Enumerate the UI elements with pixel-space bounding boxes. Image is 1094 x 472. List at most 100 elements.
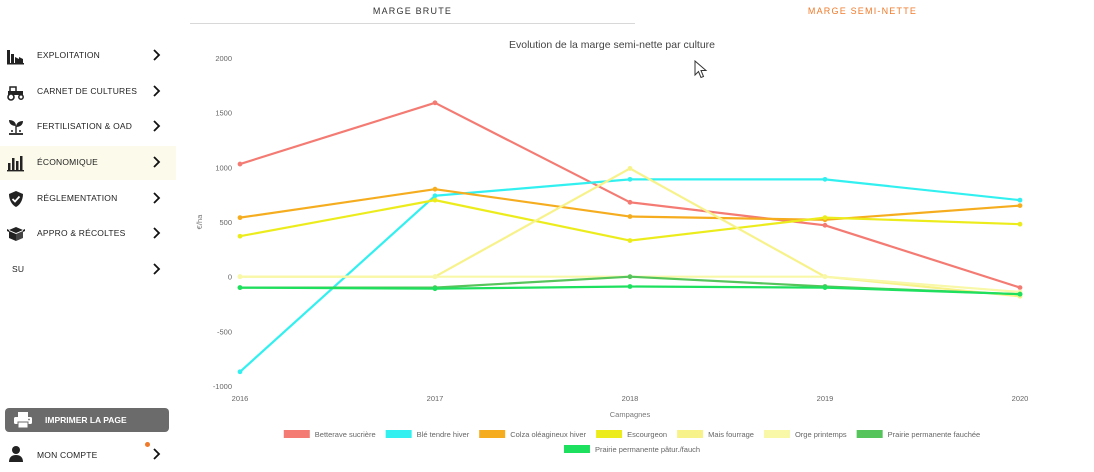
data-point[interactable] xyxy=(627,199,633,205)
data-point[interactable] xyxy=(822,285,828,290)
series-line xyxy=(239,199,1021,242)
data-point[interactable] xyxy=(237,369,243,375)
legend-swatch xyxy=(596,430,623,438)
legend-swatch xyxy=(479,430,506,438)
x-tick-label: 2017 xyxy=(427,394,444,403)
y-axis: 2000 1500 1000 500 0 -500 -1000 xyxy=(213,54,232,391)
legend-swatch xyxy=(283,430,310,438)
y-tick-label: 500 xyxy=(219,218,232,227)
tractor-icon xyxy=(7,86,24,101)
sidebar-item-label: FERTILISATION & OAD xyxy=(37,121,133,131)
sidebar-item-label: ÉCONOMIQUE xyxy=(37,157,99,167)
print-page-label: IMPRIMER LA PAGE xyxy=(45,415,127,425)
data-point[interactable] xyxy=(1017,221,1023,227)
data-point[interactable] xyxy=(1017,203,1023,209)
x-axis: 2016 2017 2018 2019 2020 xyxy=(232,394,1029,403)
data-point[interactable] xyxy=(627,214,633,219)
sidebar-item-carnet-de-cultures[interactable]: CARNET DE CULTURES xyxy=(0,75,176,109)
legend-item[interactable]: Escourgeon xyxy=(596,430,667,439)
boxes-icon xyxy=(7,227,25,241)
y-tick-label: 1000 xyxy=(215,163,232,172)
printer-icon xyxy=(14,412,32,429)
print-page-button[interactable]: IMPRIMER LA PAGE xyxy=(5,408,169,432)
tab-marge-semi-nette[interactable]: MARGE SEMI-NETTE xyxy=(807,6,918,16)
data-point[interactable] xyxy=(627,274,633,280)
x-tick-label: 2019 xyxy=(817,394,834,403)
y-tick-label: 0 xyxy=(228,273,232,282)
data-point[interactable] xyxy=(432,186,438,192)
legend-item[interactable]: Blé tendre hiver xyxy=(385,430,470,439)
legend-label: Betterave sucrière xyxy=(315,430,376,439)
chevron-right-icon xyxy=(153,120,161,132)
data-point[interactable] xyxy=(822,176,828,182)
sidebar-item-fertilisation[interactable]: FERTILISATION & OAD xyxy=(0,110,176,144)
sidebar-item-economique[interactable]: ÉCONOMIQUE xyxy=(0,146,176,180)
sidebar-item-label: CARNET DE CULTURES xyxy=(37,86,138,96)
plot-area xyxy=(237,100,1023,375)
data-point[interactable] xyxy=(1017,197,1023,203)
legend-item[interactable]: Betterave sucrière xyxy=(283,430,376,439)
legend-item[interactable]: Prairie permanente pâtur./fauch xyxy=(563,445,700,454)
legend-label: Blé tendre hiver xyxy=(417,430,470,439)
legend-item[interactable]: Colza oléagineux hiver xyxy=(479,430,587,439)
mouse-cursor-icon xyxy=(694,60,708,79)
y-axis-label: €/ha xyxy=(195,214,204,229)
data-point[interactable] xyxy=(237,285,243,290)
data-point[interactable] xyxy=(237,161,243,167)
data-point[interactable] xyxy=(822,274,828,280)
chevron-right-icon xyxy=(153,448,161,460)
legend-label: Prairie permanente fauchée xyxy=(888,430,981,439)
y-tick-label: 2000 xyxy=(215,54,232,63)
chevron-right-icon xyxy=(153,156,161,168)
chart-title: Evolution de la marge semi-nette par cul… xyxy=(509,39,715,51)
chevron-right-icon xyxy=(153,227,161,239)
legend-swatch xyxy=(385,430,412,438)
data-point[interactable] xyxy=(627,166,633,171)
sidebar-item-su[interactable]: SU xyxy=(0,253,176,287)
legend-swatch xyxy=(856,430,883,438)
data-point[interactable] xyxy=(237,233,243,239)
chevron-right-icon xyxy=(153,85,161,97)
data-point[interactable] xyxy=(432,274,438,280)
sidebar-item-appro-recoltes[interactable]: APPRO & RÉCOLTES xyxy=(0,217,176,251)
legend-label: Mais fourrage xyxy=(708,430,754,439)
legend-item[interactable]: Mais fourrage xyxy=(677,430,754,439)
data-point[interactable] xyxy=(1017,291,1023,297)
data-point[interactable] xyxy=(432,197,438,203)
data-point[interactable] xyxy=(627,238,633,243)
sidebar-item-exploitation[interactable]: EXPLOITATION xyxy=(0,39,176,73)
legend-item[interactable]: Orge printemps xyxy=(763,430,847,439)
data-point[interactable] xyxy=(627,284,633,289)
x-tick-label: 2018 xyxy=(622,394,639,403)
legend-item[interactable]: Prairie permanente fauchée xyxy=(856,430,981,439)
data-point[interactable] xyxy=(822,215,828,221)
data-point[interactable] xyxy=(432,100,438,106)
sidebar-item-label: APPRO & RÉCOLTES xyxy=(37,228,126,238)
data-point[interactable] xyxy=(822,222,828,228)
data-point[interactable] xyxy=(432,286,438,292)
factory-icon xyxy=(7,50,24,65)
tab-marge-brute[interactable]: MARGE BRUTE xyxy=(190,6,635,24)
account-link[interactable]: MON COMPTE xyxy=(0,440,176,468)
y-tick-label: -1000 xyxy=(213,382,232,391)
chevron-right-icon xyxy=(153,263,161,275)
chevron-right-icon xyxy=(153,192,161,204)
shield-check-icon xyxy=(9,191,23,207)
bar-chart-icon xyxy=(7,156,24,172)
data-point[interactable] xyxy=(1017,285,1023,290)
sidebar-item-label: RÉGLEMENTATION xyxy=(37,193,118,203)
data-point[interactable] xyxy=(237,274,243,280)
data-point[interactable] xyxy=(432,193,438,199)
legend-label: Prairie permanente pâtur./fauch xyxy=(595,445,700,454)
x-tick-label: 2020 xyxy=(1012,394,1029,403)
sidebar-item-label: SU xyxy=(12,264,25,274)
sidebar-item-reglementation[interactable]: RÉGLEMENTATION xyxy=(0,182,176,216)
legend-label: Orge printemps xyxy=(795,430,847,439)
legend-swatch xyxy=(763,430,790,438)
data-point[interactable] xyxy=(627,176,633,182)
account-label: MON COMPTE xyxy=(37,450,98,460)
sidebar: EXPLOITATION CARNET DE CULTURES FERTILIS… xyxy=(0,0,180,472)
data-point[interactable] xyxy=(237,215,243,221)
legend-swatch xyxy=(563,445,590,453)
series-line xyxy=(239,101,1021,289)
